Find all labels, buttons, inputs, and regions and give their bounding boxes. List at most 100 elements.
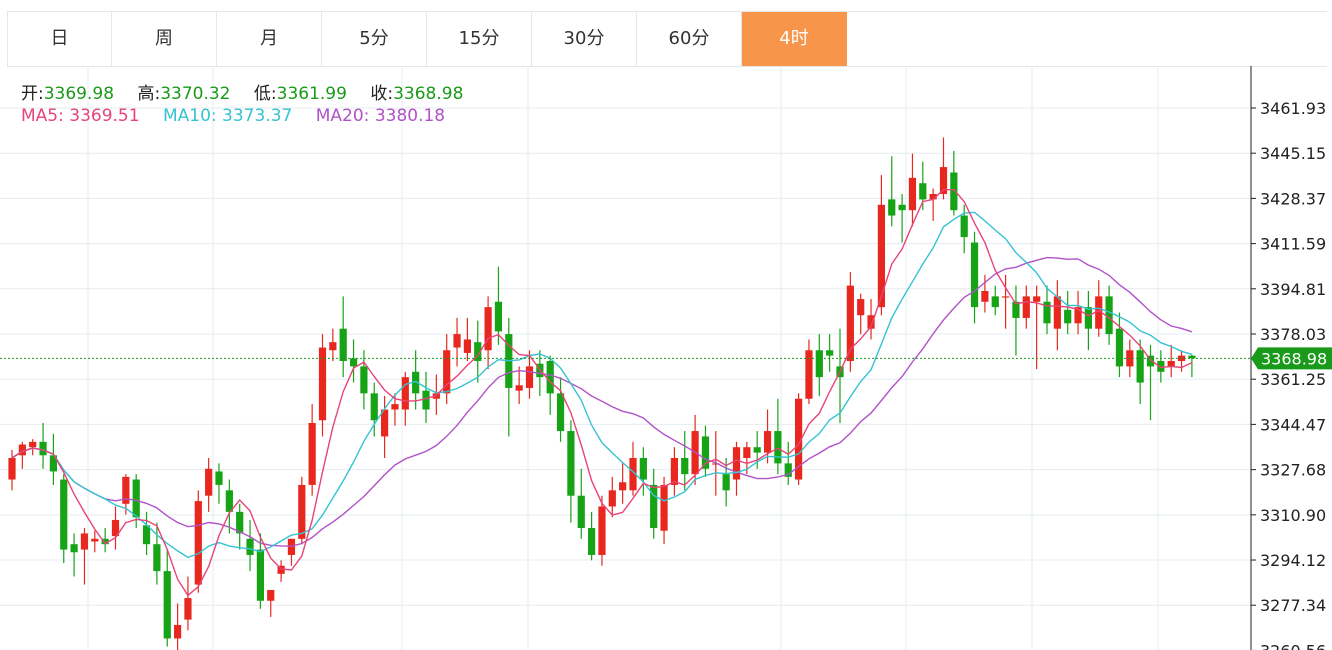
ma20-label: MA20: — [315, 106, 370, 126]
candle-body — [701, 436, 710, 469]
ma10-line — [11, 211, 1193, 559]
candle — [225, 479, 233, 534]
candle-body — [639, 457, 647, 480]
candle — [236, 503, 244, 550]
tab-1[interactable]: 周 — [112, 12, 217, 66]
candle — [815, 334, 823, 397]
candle-body — [246, 538, 254, 555]
candle-body — [1167, 361, 1175, 367]
candle — [494, 266, 503, 345]
candle-body — [18, 444, 26, 456]
candle-body — [898, 204, 906, 211]
candle-body — [919, 183, 927, 200]
candle — [18, 441, 26, 469]
candle — [701, 425, 710, 477]
candle-body — [80, 533, 89, 550]
candle — [960, 204, 968, 254]
candle-body — [1074, 307, 1082, 324]
tab-5[interactable]: 30分 — [532, 12, 637, 66]
tab-0[interactable]: 日 — [7, 12, 112, 66]
open-label: 开: — [21, 84, 44, 104]
candle — [639, 447, 647, 496]
candle-body — [153, 544, 161, 572]
candle-body — [991, 296, 999, 308]
candle-body — [29, 441, 37, 448]
candle — [505, 317, 513, 437]
candle — [588, 511, 596, 561]
candle-body — [49, 455, 57, 472]
y-tick-label: 3327.68 — [1260, 461, 1326, 480]
ma20-value: 3380.18 — [374, 106, 446, 126]
candle — [867, 299, 875, 340]
candle-body — [1105, 296, 1113, 335]
candle — [857, 293, 865, 335]
candle-body — [453, 334, 461, 348]
candle-body — [970, 242, 979, 308]
candle-body — [39, 441, 47, 456]
candle — [1033, 285, 1041, 370]
candle-body — [857, 299, 865, 316]
tab-3[interactable]: 5分 — [322, 12, 427, 66]
candle — [774, 398, 782, 475]
candle-body — [70, 544, 78, 553]
tab-2[interactable]: 月 — [217, 12, 322, 66]
candle — [784, 441, 792, 485]
candle-body — [670, 457, 678, 485]
candle-body — [556, 393, 565, 432]
candle — [732, 441, 741, 496]
candle-body — [826, 350, 834, 356]
open-value: 3369.98 — [43, 84, 115, 104]
candle — [1012, 285, 1020, 356]
candle-body — [225, 490, 233, 512]
candle — [1188, 354, 1196, 378]
candle-body — [381, 409, 389, 437]
candle-body — [1022, 296, 1030, 318]
candle-body — [494, 301, 503, 332]
candle-body — [349, 358, 358, 367]
candle — [101, 528, 109, 553]
y-tick-label: 3445.15 — [1260, 144, 1326, 163]
candle — [80, 528, 89, 585]
candle — [660, 476, 668, 545]
candle — [826, 334, 834, 372]
candle — [184, 576, 192, 631]
candle-body — [650, 484, 658, 529]
tab-4[interactable]: 15分 — [427, 12, 532, 66]
candle — [908, 153, 917, 227]
candle — [163, 549, 171, 647]
candle — [1177, 350, 1186, 372]
low-value: 3361.99 — [276, 84, 347, 104]
candle — [991, 285, 999, 316]
candle-body — [256, 549, 264, 601]
candle — [1002, 274, 1010, 329]
candle — [1167, 344, 1175, 378]
candle — [1115, 312, 1124, 378]
candle-body — [681, 457, 689, 475]
ma10-value: 3373.37 — [222, 106, 293, 126]
tab-6[interactable]: 60分 — [637, 12, 742, 66]
candle-body — [1084, 307, 1092, 329]
candle-body — [753, 447, 761, 453]
candle-body — [1146, 355, 1155, 367]
candle — [608, 476, 616, 518]
candle-body — [474, 342, 482, 362]
candle-body — [308, 422, 316, 485]
candle-body — [1033, 296, 1041, 302]
candle-body — [950, 172, 958, 211]
candle-body — [1188, 355, 1196, 359]
candle-body — [91, 538, 99, 542]
candle-body — [132, 479, 140, 518]
candle — [174, 603, 182, 650]
candle — [111, 506, 120, 550]
candle — [970, 231, 979, 324]
candlestick-chart: 3461.93 3445.15 3428.37 3411.59 3394.81 3378.… — [0, 66, 1332, 650]
candle — [8, 449, 16, 491]
candle-body — [401, 377, 409, 410]
candle — [805, 339, 813, 405]
tab-7[interactable]: 4时 — [742, 12, 847, 66]
candle — [256, 533, 264, 609]
candle-body — [318, 347, 327, 421]
candle-body — [205, 468, 213, 496]
candle-body — [515, 385, 523, 391]
candle — [484, 296, 492, 370]
